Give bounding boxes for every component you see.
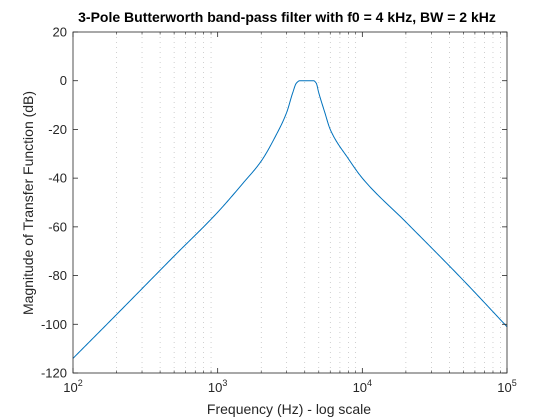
x-tick-label: 102 [63, 378, 82, 395]
y-tick-label: 20 [53, 25, 67, 40]
x-tick-exponent: 3 [222, 378, 227, 388]
tick-marks [72, 31, 508, 374]
x-axis-label: Frequency (Hz) - log scale [207, 401, 371, 417]
y-tick-label: -100 [41, 317, 67, 332]
x-tick-base: 10 [497, 380, 511, 395]
y-axis-label: Magnitude of Transfer Function (dB) [20, 91, 36, 315]
y-tick-labels: 20 0 -20 -40 -60 -80 -100 -120 [41, 25, 67, 381]
x-tick-exponent: 2 [78, 378, 83, 388]
y-tick-label: 0 [60, 73, 67, 88]
y-tick-label: -60 [48, 219, 67, 234]
x-tick-label: 105 [497, 378, 516, 395]
y-tick-label: -20 [48, 122, 67, 137]
x-tick-label: 103 [208, 378, 227, 395]
y-tick-label: -40 [48, 171, 67, 186]
x-tick-base: 10 [208, 380, 222, 395]
x-tick-labels: 102 103 104 105 [63, 378, 516, 395]
x-tick-label: 104 [353, 378, 372, 395]
plot-area [73, 32, 507, 373]
y-tick-label: -120 [41, 366, 67, 381]
x-tick-base: 10 [63, 380, 77, 395]
x-tick-exponent: 5 [512, 378, 517, 388]
series-group [72, 80, 508, 359]
axes-box [72, 31, 508, 374]
series-line [72, 80, 508, 359]
chart-title: 3-Pole Butterworth band-pass filter with… [78, 9, 496, 25]
grid-lines [116, 32, 501, 373]
x-tick-base: 10 [353, 380, 367, 395]
x-tick-exponent: 4 [367, 378, 372, 388]
y-tick-label: -80 [48, 268, 67, 283]
